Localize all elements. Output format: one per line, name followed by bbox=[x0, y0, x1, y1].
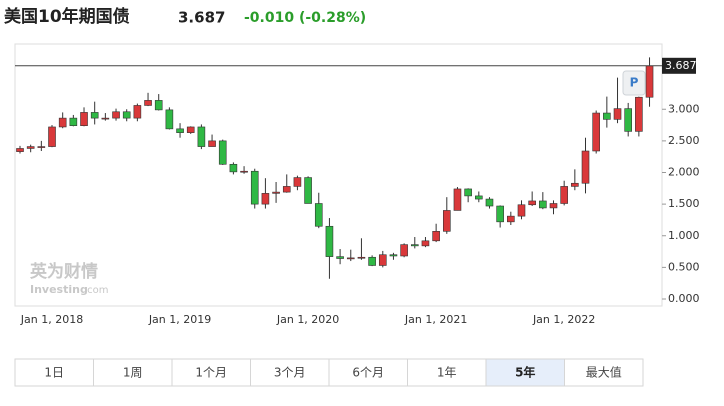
candle-body bbox=[176, 128, 184, 133]
range-button-label[interactable]: 1年 bbox=[437, 366, 457, 380]
range-button-label[interactable]: 5年 bbox=[515, 365, 535, 380]
range-button[interactable] bbox=[407, 358, 487, 387]
x-tick-label: Jan 1, 2021 bbox=[404, 313, 467, 326]
candle-body bbox=[16, 148, 24, 152]
candle-body bbox=[507, 215, 515, 223]
last-price-tag bbox=[662, 57, 696, 74]
range-button[interactable] bbox=[485, 358, 565, 387]
candle-body bbox=[208, 140, 216, 147]
y-tick-label: 2.000 bbox=[668, 166, 700, 179]
candle-body bbox=[635, 96, 643, 132]
range-button[interactable] bbox=[564, 358, 644, 387]
x-tick-label: Jan 1, 2022 bbox=[532, 313, 595, 326]
candle-body bbox=[346, 257, 355, 260]
candle-body bbox=[378, 254, 387, 266]
candle-body bbox=[571, 182, 579, 187]
watermark-domain: .com bbox=[84, 285, 109, 296]
plot-frame bbox=[14, 43, 663, 307]
candle-body bbox=[101, 117, 110, 120]
candle-body bbox=[496, 205, 504, 223]
y-tick-label: 0.000 bbox=[668, 292, 700, 305]
range-button[interactable] bbox=[250, 358, 330, 387]
candle-body bbox=[421, 240, 430, 247]
candle-body bbox=[229, 163, 238, 173]
candle-body bbox=[304, 177, 312, 204]
last-price-label: 3.687 bbox=[665, 59, 697, 72]
range-button-label[interactable]: 3个月 bbox=[274, 366, 306, 380]
watermark-brand: 英为财情 bbox=[30, 261, 98, 282]
title: 美国10年期国债 bbox=[4, 6, 130, 27]
candle-body bbox=[475, 195, 483, 200]
p-button[interactable] bbox=[622, 70, 646, 96]
candle-body bbox=[197, 126, 206, 147]
range-button-label[interactable]: 1日 bbox=[44, 366, 64, 380]
candle-body bbox=[69, 117, 78, 126]
candle-body bbox=[410, 244, 419, 247]
candle-body bbox=[186, 126, 195, 133]
candle-body bbox=[645, 65, 654, 98]
candle-body bbox=[272, 191, 280, 194]
candle-body bbox=[154, 100, 163, 111]
candle-body bbox=[26, 146, 35, 149]
y-tick-label: 3.000 bbox=[668, 102, 700, 115]
y-tick-label: 1.000 bbox=[668, 229, 700, 242]
candle-body bbox=[58, 117, 67, 128]
candle-body bbox=[613, 108, 622, 120]
candle-body bbox=[133, 105, 142, 119]
watermark-site: Investing bbox=[30, 283, 88, 296]
candle-body bbox=[581, 150, 590, 184]
range-button-label[interactable]: 最大值 bbox=[586, 365, 622, 380]
candle-body bbox=[218, 140, 227, 165]
candle-body bbox=[592, 112, 600, 152]
candle-body bbox=[282, 186, 291, 193]
candle-body bbox=[165, 109, 174, 130]
candle-body bbox=[112, 111, 120, 119]
candle-body bbox=[389, 254, 398, 257]
candle-body bbox=[314, 203, 323, 227]
candle-body bbox=[122, 111, 131, 119]
candle-body bbox=[485, 198, 494, 207]
range-button[interactable] bbox=[171, 358, 251, 387]
candle-body bbox=[539, 200, 547, 209]
candle-body bbox=[368, 256, 376, 266]
candle-body bbox=[90, 112, 99, 119]
p-button-label[interactable]: P bbox=[630, 76, 639, 90]
y-tick-label: 1.500 bbox=[668, 197, 700, 210]
candle-body bbox=[293, 177, 302, 187]
candle-body bbox=[144, 100, 152, 106]
range-button[interactable] bbox=[14, 358, 94, 387]
range-button[interactable] bbox=[93, 358, 173, 387]
price: 3.687 bbox=[178, 9, 225, 27]
range-button-label[interactable]: 1周 bbox=[123, 366, 143, 380]
range-button-label[interactable]: 1个月 bbox=[195, 366, 227, 380]
candle-body bbox=[453, 188, 462, 211]
candle-body bbox=[624, 108, 632, 132]
candle-body bbox=[560, 186, 568, 204]
x-tick-label: Jan 1, 2019 bbox=[148, 313, 211, 326]
candle-body bbox=[442, 210, 451, 232]
y-tick-label: 0.500 bbox=[668, 260, 700, 273]
candle-body bbox=[240, 170, 248, 173]
candle-body bbox=[261, 193, 270, 205]
range-button-label[interactable]: 6个月 bbox=[352, 366, 384, 380]
candle-body bbox=[603, 112, 611, 120]
candle-body bbox=[549, 203, 558, 209]
candle-body bbox=[528, 200, 536, 206]
candle-body bbox=[336, 256, 344, 259]
candle-body bbox=[357, 256, 366, 259]
candle-body bbox=[250, 170, 259, 205]
candle-body bbox=[48, 126, 56, 147]
candle-body bbox=[464, 188, 472, 197]
x-tick-label: Jan 1, 2018 bbox=[20, 313, 83, 326]
candle-body bbox=[400, 244, 408, 257]
candle-body bbox=[80, 112, 88, 126]
candle-body bbox=[517, 204, 526, 217]
y-tick-label: 2.500 bbox=[668, 134, 700, 147]
x-tick-label: Jan 1, 2020 bbox=[276, 313, 339, 326]
candle-body bbox=[325, 225, 334, 257]
change: -0.010 (-0.28%) bbox=[244, 10, 366, 26]
candle-body bbox=[432, 231, 440, 242]
candle-body bbox=[37, 146, 46, 148]
